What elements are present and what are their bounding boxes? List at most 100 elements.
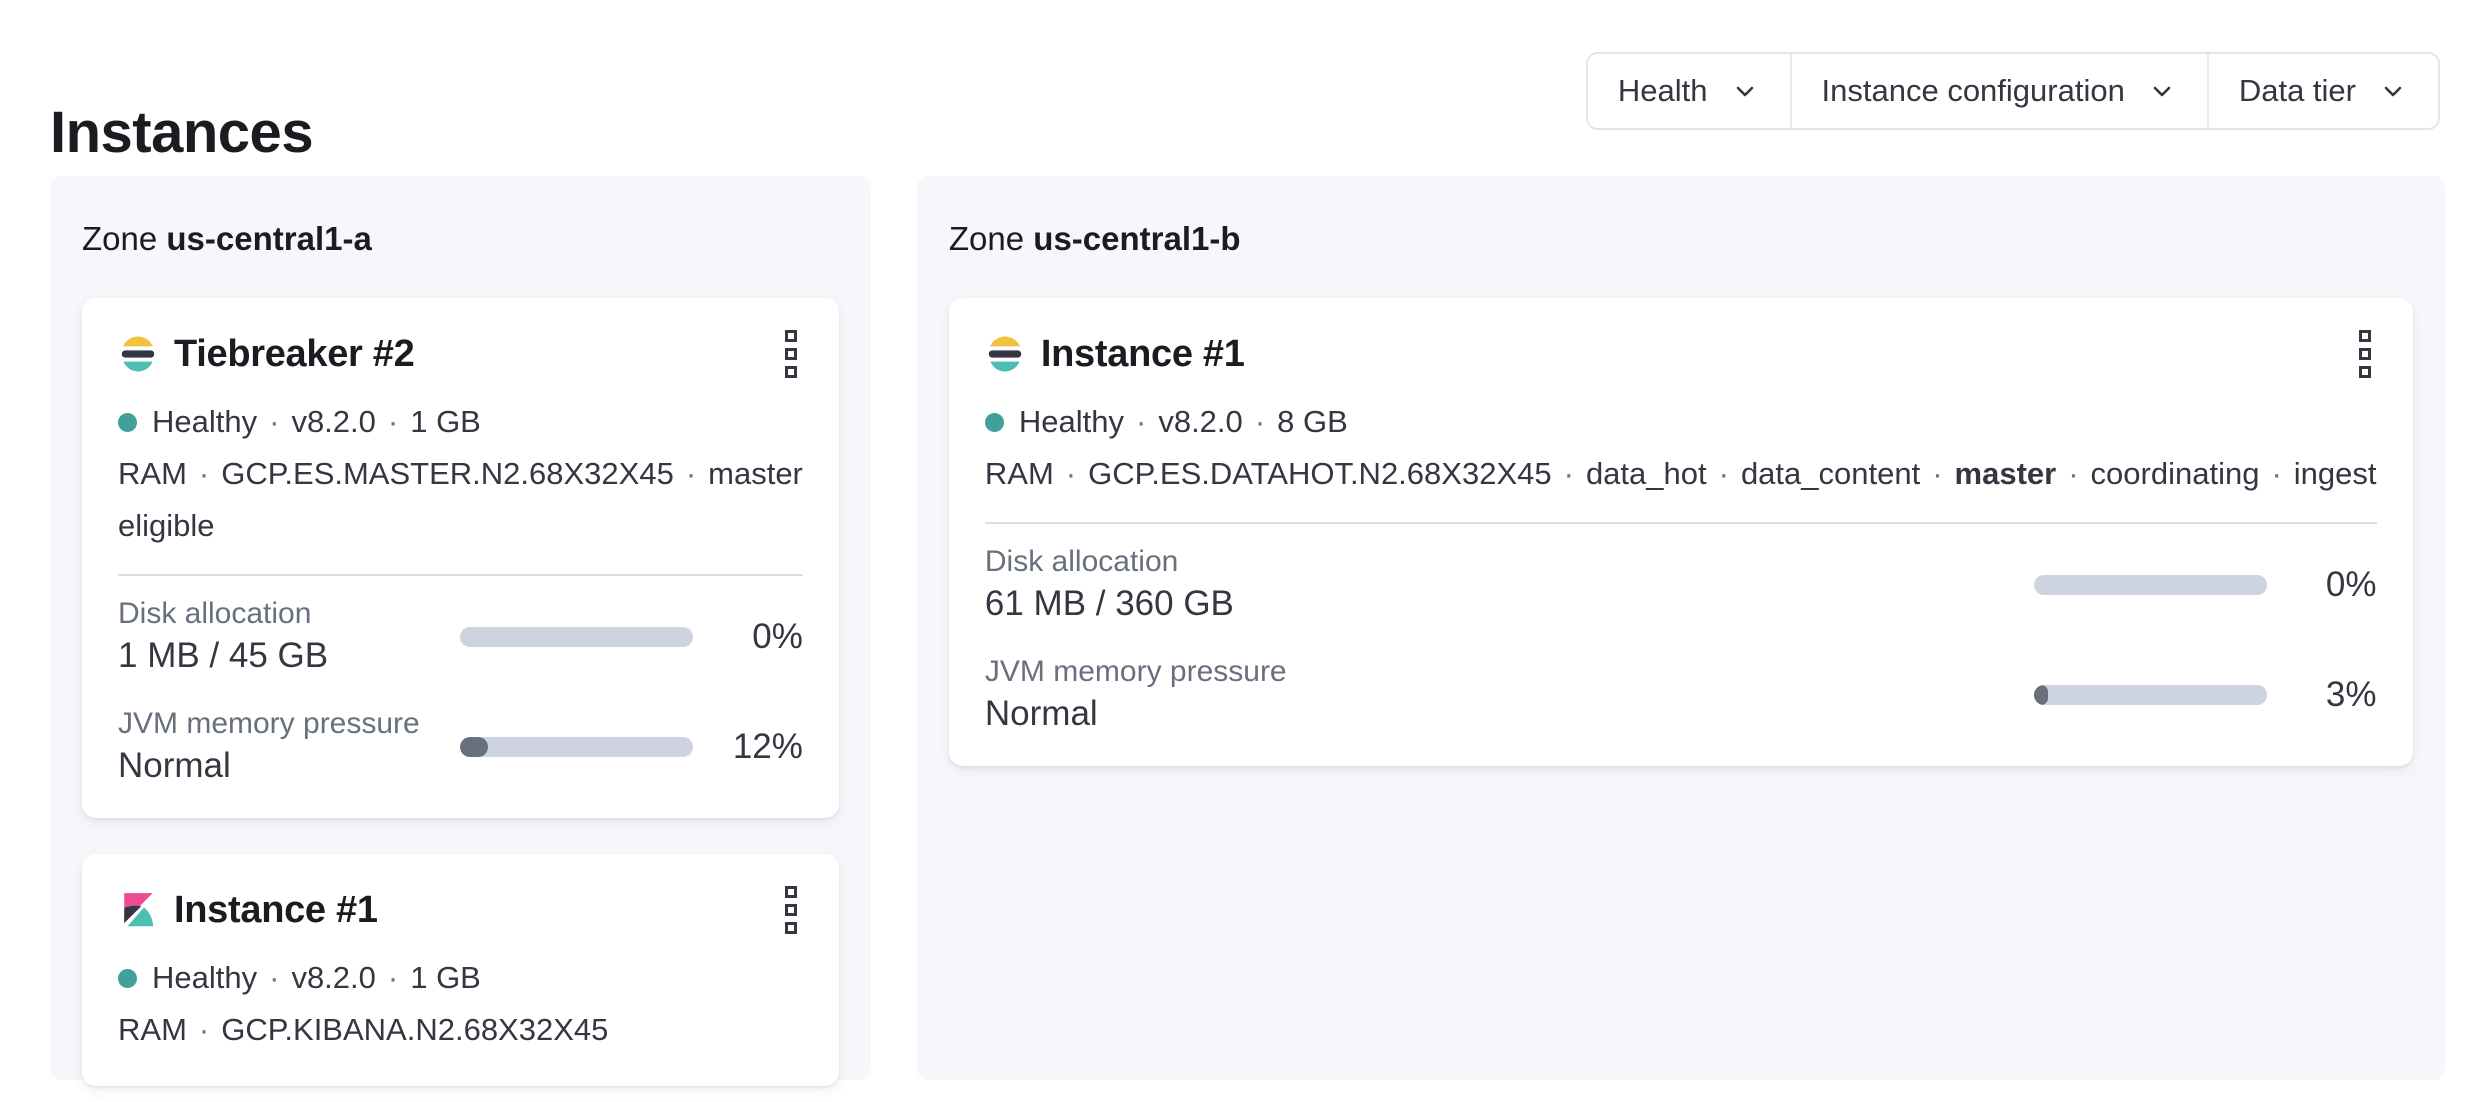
kibana-logo-icon	[118, 890, 158, 930]
filter-button-label: Instance configuration	[1821, 73, 2125, 108]
zone-panel: Zone us-central1-a Tiebreaker #2 Healthy…	[50, 176, 871, 1086]
status-segment: Healthy	[152, 404, 258, 439]
metric-value: 1 MB / 45 GB	[118, 636, 329, 675]
instance-card: Instance #1 Healthy · v8.2.0 · 8 GB RAM · GCP.…	[948, 298, 2413, 766]
zone-name: us-central1-a	[166, 220, 372, 257]
filter-group: Health Instance configuration Data tier	[1585, 52, 2440, 130]
progress-bar-fill	[2033, 685, 2048, 705]
zone-panel: Zone us-central1-b Instance #1 Healthy · v…	[916, 176, 2445, 1080]
metric-percent: 3%	[2325, 675, 2377, 714]
filter-button[interactable]: Health	[1587, 54, 1790, 128]
status-separator: ·	[1932, 456, 1943, 491]
status-separator: ·	[1563, 456, 1574, 491]
health-status-dot	[118, 969, 137, 988]
health-status-dot	[118, 413, 137, 432]
metric-text: Disk allocation 61 MB / 360 GB	[985, 544, 2034, 626]
boxes-vertical-icon	[784, 886, 797, 934]
filter-button[interactable]: Instance configuration	[1789, 54, 2207, 128]
page-header: Instances Health Instance configuration …	[50, 0, 2440, 168]
status-segment: GCP.ES.MASTER.N2.68X32X45	[221, 456, 674, 491]
metric-row: JVM memory pressure Normal 3%	[985, 654, 2377, 736]
status-segment: GCP.KIBANA.N2.68X32X45	[221, 1012, 609, 1047]
metric-text: JVM memory pressure Normal	[118, 706, 460, 788]
instance-menu-button[interactable]	[779, 322, 803, 386]
instance-title: Instance #1	[1040, 333, 1245, 375]
metric-value: 61 MB / 360 GB	[984, 584, 1234, 623]
metric-row: JVM memory pressure Normal 12%	[118, 706, 803, 788]
status-segment: master eligible	[118, 456, 803, 543]
metrics-list: Disk allocation 61 MB / 360 GB 0% JVM me…	[985, 524, 2377, 736]
metric-value: Normal	[118, 746, 231, 785]
status-segment: v8.2.0	[291, 960, 376, 995]
status-segment: v8.2.0	[1158, 404, 1243, 439]
status-segment: v8.2.0	[291, 404, 376, 439]
filter-button-label: Data tier	[2238, 73, 2356, 108]
progress-bar	[459, 737, 693, 757]
filter-button[interactable]: Data tier	[2206, 54, 2438, 128]
status-segment: ingest	[2293, 456, 2377, 491]
divider	[984, 522, 2377, 524]
zone-title-prefix: Zone	[82, 220, 158, 257]
instance-card: Tiebreaker #2 Healthy · v8.2.0 · 1 GB RAM · GC…	[82, 298, 839, 818]
status-segment: 1 GB RAM	[118, 404, 481, 491]
instance-metrics-section: Disk allocation 1 MB / 45 GB 0% JVM memo…	[118, 574, 803, 788]
status-segment: coordinating	[2090, 456, 2260, 491]
zone-name: us-central1-b	[1033, 220, 1241, 257]
progress-bar	[2033, 575, 2267, 595]
instance-title: Tiebreaker #2	[174, 333, 415, 375]
metric-percent: 0%	[752, 617, 803, 656]
health-status-dot	[984, 413, 1004, 432]
instance-status-line: Healthy · v8.2.0 · 1 GB RAM · GCP.KIBANA.N2.68…	[118, 952, 803, 1056]
status-separator: ·	[387, 404, 399, 439]
chevron-down-icon	[2384, 86, 2402, 97]
zone-title: Zone us-central1-a	[82, 220, 839, 258]
status-segment: Healthy	[152, 960, 258, 995]
status-separator: ·	[269, 960, 280, 995]
instance-card-header: Instance #1	[118, 878, 803, 942]
status-separator: ·	[1065, 456, 1077, 491]
metrics-list: Disk allocation 1 MB / 45 GB 0% JVM memo…	[118, 576, 803, 788]
zone-cards: Tiebreaker #2 Healthy · v8.2.0 · 1 GB RAM · GC…	[82, 298, 839, 1086]
status-separator: ·	[387, 960, 399, 995]
instance-menu-button[interactable]	[2353, 322, 2377, 386]
status-segment: 1 GB RAM	[118, 960, 481, 1047]
metric-label: Disk allocation	[118, 597, 312, 630]
status-segment: master	[1954, 456, 2057, 491]
metric-percent: 12%	[732, 727, 803, 766]
status-separator: ·	[198, 456, 210, 491]
instance-menu-button[interactable]	[779, 878, 803, 942]
zone-title-prefix: Zone	[948, 220, 1025, 257]
status-separator: ·	[2271, 456, 2282, 491]
elasticsearch-logo-icon	[985, 334, 1025, 374]
metric-text: JVM memory pressure Normal	[985, 654, 2034, 736]
metric-label: JVM memory pressure	[984, 655, 1287, 688]
status-segment: data_content	[1740, 456, 1921, 491]
status-segment: 8 GB RAM	[984, 404, 1348, 491]
zone-title: Zone us-central1-b	[949, 220, 2413, 258]
status-segment: Healthy	[1018, 404, 1124, 439]
zones-grid: Zone us-central1-a Tiebreaker #2 Healthy…	[50, 176, 2445, 1086]
instance-status-line: Healthy · v8.2.0 · 1 GB RAM · GCP.ES.MASTER.N2…	[118, 396, 803, 552]
status-separator: ·	[1136, 404, 1147, 439]
instance-card-header: Tiebreaker #2	[118, 322, 803, 386]
boxes-vertical-icon	[2358, 330, 2371, 378]
divider	[118, 574, 803, 576]
chevron-down-icon	[2153, 86, 2171, 97]
metric-text: Disk allocation 1 MB / 45 GB	[118, 596, 460, 678]
metric-label: Disk allocation	[984, 545, 1179, 578]
instance-card: Instance #1 Healthy · v8.2.0 · 1 GB RAM · GCP.…	[82, 854, 839, 1086]
instance-title: Instance #1	[174, 889, 378, 931]
status-separator: ·	[269, 404, 280, 439]
status-separator: ·	[1718, 456, 1729, 491]
zone-cards: Instance #1 Healthy · v8.2.0 · 8 GB RAM · GCP.…	[948, 298, 2413, 766]
status-separator: ·	[2068, 456, 2079, 491]
progress-bar	[459, 627, 693, 647]
elasticsearch-logo-icon	[118, 334, 158, 374]
status-separator: ·	[198, 1012, 210, 1047]
progress-bar-fill	[459, 737, 488, 757]
instance-status-line: Healthy · v8.2.0 · 8 GB RAM · GCP.ES.DATAHOT.N…	[984, 396, 2377, 500]
metric-percent: 0%	[2325, 565, 2377, 604]
progress-bar	[2033, 685, 2267, 705]
filter-button-label: Health	[1617, 73, 1708, 108]
